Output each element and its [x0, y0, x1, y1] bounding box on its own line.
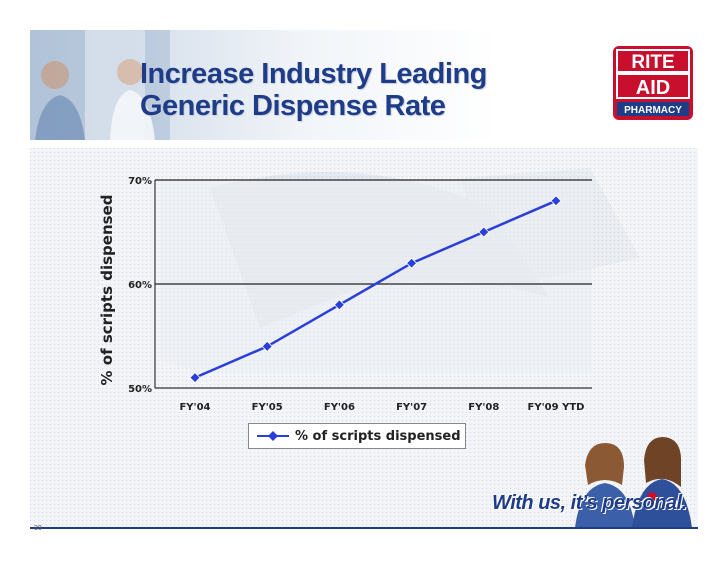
data-point [406, 257, 418, 269]
chart-legend: % of scripts dispensed [248, 423, 466, 449]
footer-divider [30, 527, 698, 529]
legend-swatch [257, 431, 289, 441]
x-tick-label: FY'06 [324, 402, 355, 413]
x-tick-label: FY'08 [468, 402, 499, 413]
x-tick-label: FY'04 [179, 402, 210, 413]
series-layer [189, 195, 562, 384]
series-line [194, 199, 557, 379]
plot-wall [160, 180, 592, 372]
title-line-1: Increase Industry Leading [140, 58, 487, 90]
x-tick-label: FY'05 [252, 402, 283, 413]
data-point [189, 372, 201, 384]
rite-aid-logo: RITE AID PHARMACY [613, 46, 693, 120]
legend-label: % of scripts dispensed [295, 429, 461, 444]
data-point [550, 195, 562, 207]
employees-photo [575, 437, 692, 528]
data-point [261, 340, 273, 352]
y-tick-label: 70% [128, 176, 152, 187]
pharmacist-photo [30, 30, 170, 140]
data-point [478, 226, 490, 238]
y-tick-label: 50% [128, 384, 152, 395]
x-tick-label: FY'07 [396, 402, 427, 413]
logo-rite: RITE [631, 52, 674, 73]
y-tick-labels: 50% 60% 70% [128, 176, 152, 395]
slide-title: Increase Industry Leading Generic Dispen… [140, 58, 570, 122]
x-tick-label: FY'09 YTD [528, 402, 585, 413]
page-number: 30 [34, 525, 42, 532]
logo-pharmacy: PHARMACY [624, 105, 682, 116]
title-line-2: Generic Dispense Rate [140, 90, 446, 122]
y-tick-label: 60% [128, 280, 152, 291]
logo-aid: AID [636, 77, 670, 99]
tagline: With us, it’s personal. [492, 492, 687, 514]
y-axis-title: % of scripts dispensed [98, 195, 116, 386]
x-tick-labels: FY'04 FY'05 FY'06 FY'07 FY'08 FY'09 YTD [179, 402, 584, 413]
data-point [333, 299, 345, 311]
